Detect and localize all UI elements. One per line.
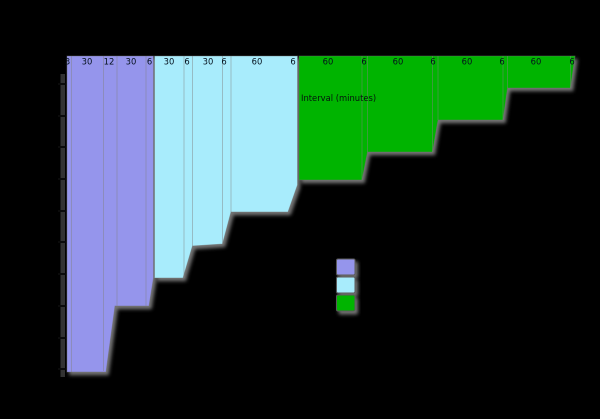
interval-value-label: 30 [126, 57, 137, 67]
y-axis-tick [58, 368, 66, 370]
interval-value-label: 12 [104, 57, 115, 67]
interval-value-label: 30 [203, 57, 214, 67]
area-polygon-light-blue [154, 55, 298, 279]
interval-value-label: 30 [164, 57, 175, 67]
interval-value-label: 6 [147, 57, 152, 67]
interval-value-label: 60 [393, 57, 404, 67]
legend-swatch-green [336, 294, 356, 312]
y-axis-tick [58, 273, 66, 275]
interval-value-label: 30 [82, 57, 93, 67]
y-axis-spine [60, 74, 65, 377]
legend-swatch-light-blue [336, 276, 356, 294]
y-axis-tick [58, 146, 66, 148]
y-axis-tick [58, 305, 66, 307]
area-light-blue [154, 55, 298, 279]
interval-value-label: 6 [361, 57, 366, 67]
area-polygon-green [298, 55, 576, 181]
interval-value-label: 60 [531, 57, 542, 67]
y-axis-tick [58, 178, 66, 180]
area-green [298, 55, 576, 181]
y-axis-tick [58, 210, 66, 212]
y-axis-tick [58, 115, 66, 117]
area-polygon-purple [66, 55, 154, 373]
area-purple [66, 55, 154, 373]
interval-value-label: 6 [221, 57, 226, 67]
y-axis-tick [58, 337, 66, 339]
interval-value-label: 3 [65, 57, 70, 67]
interval-value-label: 6 [290, 57, 295, 67]
interval-value-label: 6 [184, 57, 189, 67]
interval-value-label: 60 [462, 57, 473, 67]
interval-value-label: 6 [569, 57, 574, 67]
legend-swatch-purple [336, 258, 356, 276]
y-axis-tick [58, 241, 66, 243]
interval-value-label: 60 [323, 57, 334, 67]
interval-value-label: 6 [430, 57, 435, 67]
legend [336, 258, 356, 312]
interval-axis-annotation: Interval (minutes) [301, 93, 376, 103]
interval-value-label: 6 [499, 57, 504, 67]
interval-value-label: 60 [252, 57, 263, 67]
y-axis-tick [58, 83, 66, 85]
